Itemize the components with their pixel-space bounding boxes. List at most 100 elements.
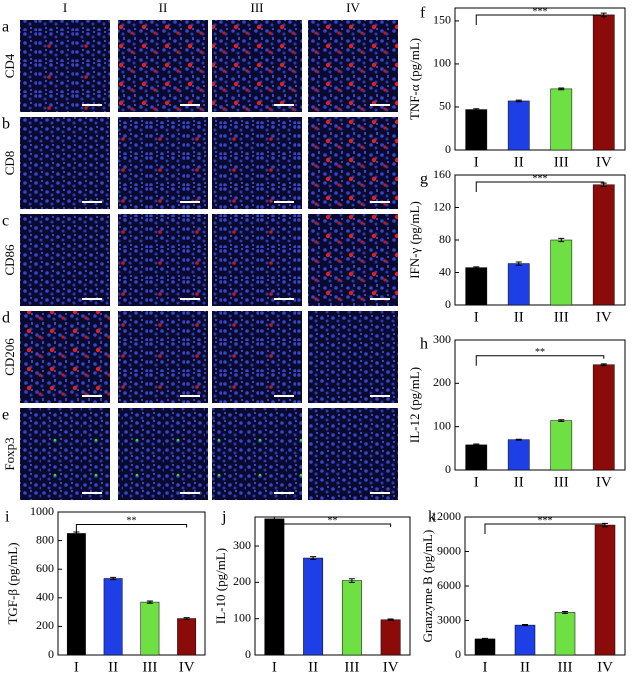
significance-label: *** [533, 173, 548, 184]
significance-bracket [484, 523, 606, 534]
significance-bracket [475, 355, 605, 366]
y-tick-label: 100 [433, 418, 451, 432]
bar [507, 439, 530, 471]
panel-letter: a [2, 19, 9, 36]
micrograph [308, 117, 398, 209]
x-tick-label: III [554, 474, 569, 490]
y-tick-label: 100 [433, 56, 451, 70]
micrograph [118, 20, 208, 112]
bar [550, 88, 573, 151]
x-tick-label: IV [596, 474, 612, 490]
error-bar [473, 266, 480, 269]
micrograph [118, 117, 208, 209]
panel-letter: j [221, 509, 226, 526]
bar [465, 267, 488, 306]
x-tick-label: IV [596, 154, 612, 170]
micrograph [20, 214, 110, 306]
bar [177, 618, 197, 656]
error-bar [110, 576, 117, 581]
error-bar [146, 600, 153, 604]
x-tick-label: III [142, 659, 157, 675]
bar [550, 239, 573, 306]
panel-letter: g [420, 171, 428, 188]
x-tick-label: III [344, 659, 359, 675]
error-bar [473, 443, 480, 447]
x-tick-label: II [308, 659, 318, 675]
panel-letter: c [2, 213, 9, 230]
x-tick-label: I [483, 659, 488, 675]
significance-label: *** [538, 515, 553, 526]
micrograph [308, 311, 398, 403]
micrograph [20, 20, 110, 112]
panel-letter: d [2, 310, 10, 327]
error-bar [271, 516, 278, 522]
y-tick-label: 800 [36, 532, 54, 546]
bar [507, 263, 530, 306]
micrograph [308, 408, 398, 500]
x-tick-label: II [520, 659, 530, 675]
x-tick-label: III [554, 154, 569, 170]
bar [474, 638, 496, 656]
column-header: I [63, 0, 67, 15]
x-tick-label: I [474, 154, 479, 170]
y-tick-label: 40 [439, 264, 451, 278]
bar [592, 14, 615, 151]
error-bar [387, 618, 394, 621]
y-tick-label: 400 [36, 590, 54, 604]
column-header: IV [346, 0, 360, 15]
significance-bracket [75, 523, 188, 535]
bar [554, 612, 576, 656]
bar [594, 524, 616, 656]
y-tick-label: 150 [433, 13, 451, 27]
error-bar [522, 624, 528, 627]
bar [465, 109, 488, 151]
significance-bracket [475, 14, 605, 25]
marker-label: CD8 [2, 151, 17, 176]
x-tick-label: IV [179, 659, 195, 675]
y-tick-label: 0 [445, 462, 451, 476]
bar [465, 444, 488, 471]
bar [140, 601, 160, 656]
x-tick-label: IV [596, 309, 612, 325]
x-tick-label: I [474, 309, 479, 325]
bar [592, 364, 615, 471]
bar [514, 624, 536, 656]
error-bar [558, 87, 565, 91]
micrograph [308, 214, 398, 306]
error-bar [562, 611, 568, 614]
y-axis-label: IFN-γ (pg/mL) [407, 201, 422, 279]
y-tick-label: 160 [433, 167, 451, 181]
y-tick-label: 0 [245, 647, 251, 661]
error-bar [558, 237, 565, 243]
x-tick-label: I [474, 474, 479, 490]
micrograph [212, 408, 302, 500]
x-tick-label: IV [383, 659, 399, 675]
micrograph [212, 311, 302, 403]
significance-bracket [273, 523, 392, 534]
axis-frame [454, 339, 626, 471]
y-tick-label: 3000 [437, 612, 461, 626]
marker-label: CD86 [2, 244, 17, 276]
micrograph [308, 20, 398, 112]
micrograph [118, 214, 208, 306]
bar [303, 557, 324, 656]
micrograph [212, 20, 302, 112]
x-tick-label: II [514, 154, 524, 170]
y-axis-label: TNF-α (pg/mL) [407, 38, 422, 120]
x-tick-label: IV [597, 659, 613, 675]
significance-label: ** [127, 516, 137, 527]
bar [264, 518, 285, 656]
error-bar [515, 438, 522, 441]
panel-letter: i [5, 509, 10, 526]
error-bar [600, 363, 607, 367]
axis-frame [57, 511, 206, 656]
x-tick-label: II [108, 659, 118, 675]
x-tick-label: I [74, 659, 79, 675]
bar [103, 578, 123, 656]
error-bar [183, 617, 190, 620]
error-bar [482, 637, 488, 640]
micrograph [118, 311, 208, 403]
y-tick-label: 100 [233, 610, 251, 624]
panel-letter: k [428, 509, 436, 526]
micrograph [118, 408, 208, 500]
